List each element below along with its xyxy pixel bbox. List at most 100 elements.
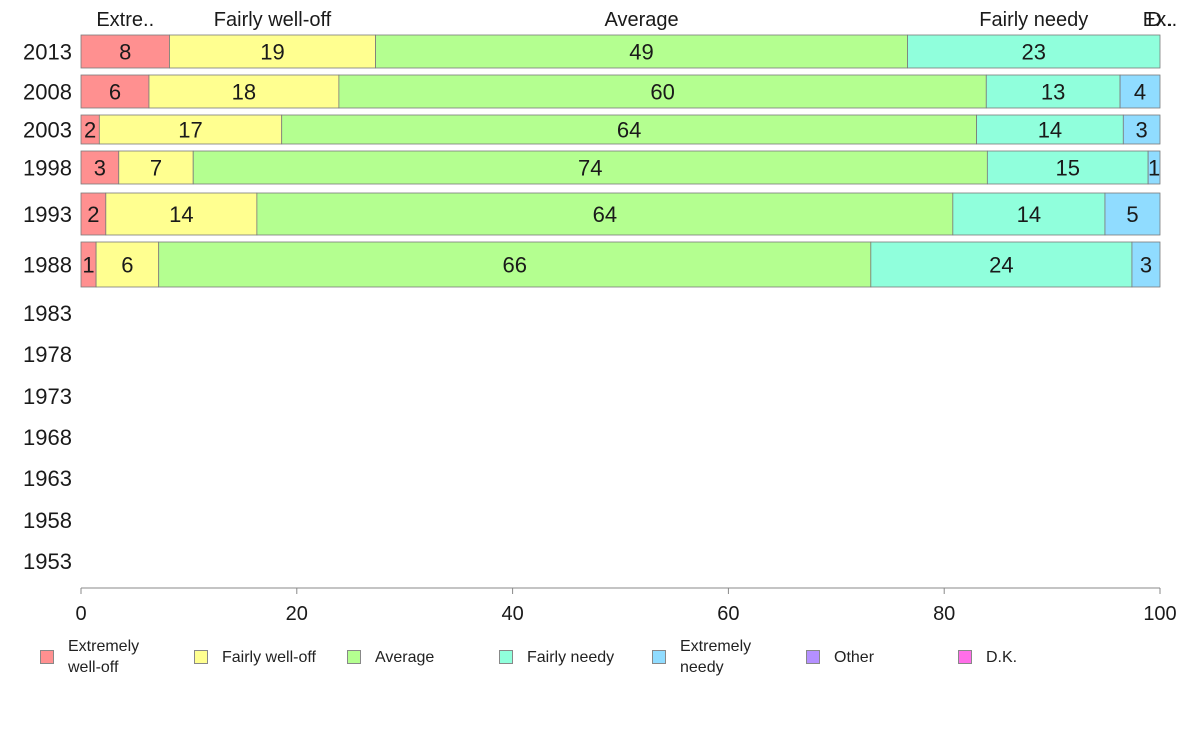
legend-swatch xyxy=(347,650,361,664)
y-tick-label: 1953 xyxy=(23,549,72,574)
bar-segment xyxy=(1122,114,1161,145)
bars: 8 19 49 236 18 60 13 42 17 64 14 33 7 74 15 12 14 64 14 51 6… xyxy=(80,34,1161,288)
data-label: 24 xyxy=(989,253,1013,278)
y-tick-label: 1968 xyxy=(23,425,72,450)
data-label: 13 xyxy=(1041,80,1065,105)
x-tick-label: 80 xyxy=(933,603,955,625)
legend-swatch xyxy=(806,650,820,664)
bar-segment xyxy=(976,114,1124,145)
legend-item: Extremely well-off xyxy=(40,632,178,682)
data-label: 5 xyxy=(1126,202,1138,227)
data-label: 64 xyxy=(617,118,641,143)
bar-segment xyxy=(907,34,1161,69)
bar-segment xyxy=(986,150,1149,185)
series-header-label: D.. xyxy=(1147,9,1173,31)
legend-item: Fairly needy xyxy=(499,632,637,682)
legend-swatch xyxy=(194,650,208,664)
y-tick-label: 1978 xyxy=(23,342,72,367)
x-axis: 0 20 40 60 80 100 xyxy=(75,587,1177,625)
data-label: 6 xyxy=(121,253,133,278)
bar-segment xyxy=(1147,150,1161,185)
legend-label: D.K. xyxy=(986,648,1018,666)
bar-segment xyxy=(80,150,120,185)
y-tick-label: 2008 xyxy=(23,80,72,105)
legend-swatch xyxy=(40,650,54,664)
bar-segment xyxy=(148,74,340,109)
data-label: 66 xyxy=(503,253,527,278)
bar-segment xyxy=(1119,74,1161,109)
x-tick-label: 100 xyxy=(1143,603,1176,625)
legend-label: Other xyxy=(834,648,875,666)
data-label: 3 xyxy=(1136,118,1148,143)
series-header-label: Average xyxy=(604,9,678,31)
bar-segment xyxy=(870,241,1133,288)
series-header-label: Ex.. xyxy=(1143,9,1177,31)
y-tick-label: 2003 xyxy=(23,118,72,143)
legend-label: Fairly well-off xyxy=(222,648,316,666)
bar-segment xyxy=(1131,241,1161,288)
y-tick-label: 1963 xyxy=(23,466,72,491)
x-tick-label: 0 xyxy=(75,603,86,625)
data-label: 3 xyxy=(94,156,106,181)
y-tick-label: 1958 xyxy=(23,508,72,533)
bar-segment xyxy=(338,74,987,109)
legend-swatch xyxy=(652,650,666,664)
bar-segment xyxy=(985,74,1121,109)
y-tick-label: 1998 xyxy=(23,156,72,181)
bar-segment xyxy=(105,192,258,236)
x-tick-label: 20 xyxy=(286,603,308,625)
data-label: 18 xyxy=(232,80,256,105)
data-label: 17 xyxy=(178,118,202,143)
y-tick-label: 2013 xyxy=(23,40,72,65)
series-header-label: Extre.. xyxy=(96,9,154,31)
data-label: 49 xyxy=(629,40,653,65)
bar-segment xyxy=(98,114,283,145)
data-label: 64 xyxy=(593,202,617,227)
data-label: 74 xyxy=(578,156,602,181)
bar-segment xyxy=(256,192,954,236)
data-label: 19 xyxy=(260,40,284,65)
data-label: 2 xyxy=(84,118,96,143)
data-label: 1 xyxy=(1148,156,1160,181)
y-tick-label: 1988 xyxy=(23,253,72,278)
data-label: 2 xyxy=(87,202,99,227)
legend-item: Average xyxy=(347,632,485,682)
data-label: 7 xyxy=(150,156,162,181)
y-tick-label: 1993 xyxy=(23,202,72,227)
data-label: 1 xyxy=(82,253,94,278)
data-label: 15 xyxy=(1056,156,1080,181)
legend-item: Other xyxy=(806,632,944,682)
legend-label: Average xyxy=(375,648,435,666)
data-label: 23 xyxy=(1022,40,1046,65)
data-label: 4 xyxy=(1134,80,1146,105)
x-tick-label: 60 xyxy=(717,603,739,625)
data-label: 6 xyxy=(109,80,121,105)
x-tick-label: 40 xyxy=(501,603,523,625)
bar-segment xyxy=(1104,192,1161,236)
data-label: 14 xyxy=(1017,202,1041,227)
legend-item: Fairly well-off xyxy=(194,632,332,682)
data-label: 14 xyxy=(169,202,193,227)
data-label: 8 xyxy=(119,40,131,65)
legend-swatch xyxy=(958,650,972,664)
legend-item: Extremely needy xyxy=(652,632,790,682)
bar-segment xyxy=(158,241,872,288)
bar-segment xyxy=(169,34,376,69)
bar-segment xyxy=(192,150,988,185)
y-tick-label: 1983 xyxy=(23,301,72,326)
series-header-labels: Extre.. Fairly well-off Average Fairly need… xyxy=(96,9,1177,31)
series-header-label: Fairly well-off xyxy=(214,9,332,31)
bar-segment xyxy=(952,192,1106,236)
legend-item: D.K. xyxy=(958,632,1096,682)
bar-segment xyxy=(80,74,150,109)
legend: Extremely well-off Fairly well-off Average F… xyxy=(0,632,1188,692)
data-label: 60 xyxy=(650,80,674,105)
legend-swatch xyxy=(499,650,513,664)
bar-segment xyxy=(281,114,977,145)
y-axis-labels: 2013 2008 2003 1998 1993 1988 1983 1978 1973 1968… xyxy=(23,40,72,575)
y-tick-label: 1973 xyxy=(23,384,72,409)
legend-label: Extremely needy xyxy=(680,638,752,676)
bar-segment xyxy=(95,241,160,288)
legend-label: Extremely well-off xyxy=(68,638,140,676)
